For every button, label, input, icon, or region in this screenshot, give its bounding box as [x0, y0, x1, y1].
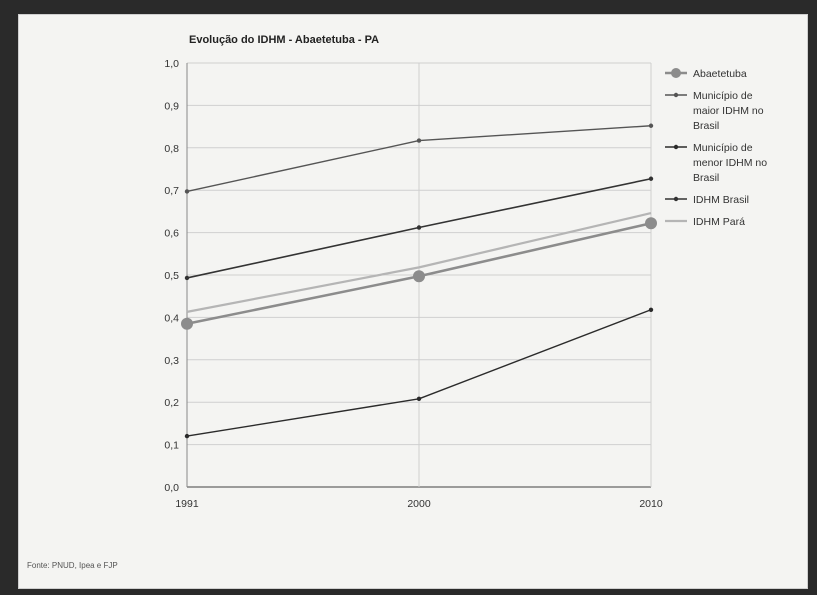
data-point	[648, 307, 654, 312]
chart-frame: Evolução do IDHM - Abaetetuba - PA 0,0 0,…	[18, 14, 808, 589]
legend-label: Abaetetuba	[693, 68, 747, 80]
legend: Abaetetuba Município de maior IDHM no Brasi…	[665, 68, 767, 228]
legend-label: IDHM Brasil	[693, 194, 749, 206]
data-point	[416, 138, 422, 143]
data-point	[181, 317, 193, 330]
legend-marker	[673, 196, 679, 202]
data-point	[416, 225, 422, 230]
line-chart: Evolução do IDHM - Abaetetuba - PA 0,00,…	[27, 34, 767, 570]
x-tick-label: 1991	[175, 498, 199, 510]
data-point	[413, 270, 425, 283]
data-point	[184, 189, 190, 194]
y-tick-label: 0,9	[164, 100, 179, 112]
chart-title: Evolução do IDHM - Abaetetuba - PA	[189, 34, 379, 46]
x-tick-label: 2000	[407, 498, 431, 510]
data-point	[184, 275, 190, 281]
data-point	[645, 217, 657, 230]
legend-label: Município de menor IDHM no Brasil	[693, 142, 767, 184]
y-tick-label: 0,4	[164, 312, 179, 324]
legend-label: IDHM Pará	[693, 216, 745, 228]
y-tick-label: 0,5	[164, 270, 179, 282]
y-tick-label: 0,1	[164, 440, 179, 452]
series	[181, 123, 657, 439]
legend-marker	[673, 92, 679, 98]
source-note: Fonte: PNUD, Ipea e FJP	[27, 561, 118, 570]
y-tick-label: 0,2	[164, 397, 179, 409]
y-tick-label: 1,0	[164, 58, 179, 70]
series-line	[186, 212, 652, 313]
y-tick-label: 0,3	[164, 355, 179, 367]
y-tick-label: 0,0	[164, 482, 179, 494]
legend-marker	[673, 144, 679, 150]
y-tick-label: 0,7	[164, 185, 179, 197]
legend-label: Município de maior IDHM no Brasil	[693, 90, 764, 132]
data-point	[648, 176, 654, 181]
data-point	[648, 123, 654, 128]
x-tick-label: 2010	[639, 498, 663, 510]
legend-marker	[671, 68, 681, 78]
y-tick-label: 0,8	[164, 143, 179, 155]
data-point	[416, 396, 422, 402]
axes: 0,0 0,1 0,2 0,3 0,4 0,5 0,6 0,7 0,8 0,9 1,0 1991 200…	[164, 58, 662, 510]
data-point	[184, 433, 190, 439]
y-tick-label: 0,6	[164, 228, 179, 240]
